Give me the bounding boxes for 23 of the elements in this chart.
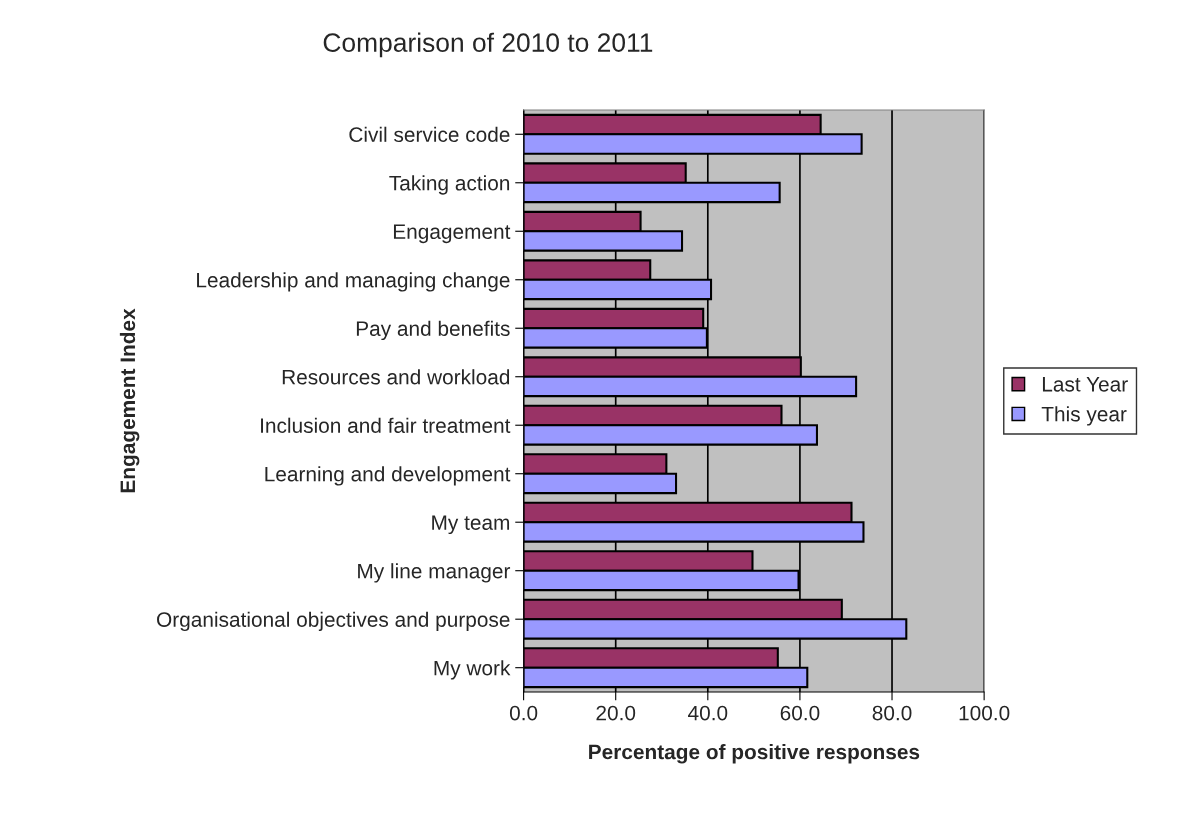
chart-title: Comparison of 2010 to 2011 bbox=[323, 32, 653, 58]
legend-label: Last Year bbox=[1042, 377, 1128, 392]
y-tick-label: My work bbox=[434, 660, 511, 680]
x-tick-label: 60.0 bbox=[780, 705, 820, 721]
x-tick-label: 20.0 bbox=[596, 705, 636, 721]
y-tick-label: My line manager bbox=[358, 563, 511, 583]
y-tick-label: Learning and development bbox=[265, 466, 511, 486]
y-tick-label: Pay and benefits bbox=[356, 320, 510, 341]
x-tick-label: 100.0 bbox=[959, 705, 1010, 721]
y-tick-label: Organisational objectives and purpose bbox=[157, 611, 510, 632]
legend-label: This year bbox=[1041, 406, 1127, 426]
y-tick-label: My team bbox=[432, 515, 510, 535]
y-tick-label: Inclusion and fair treatment bbox=[261, 417, 511, 433]
y-tick-label: Resources and workload bbox=[282, 369, 510, 385]
x-axis-title: Percentage of positive responses bbox=[589, 743, 920, 764]
y-axis-title: Engagement Index bbox=[119, 308, 140, 493]
y-tick-label: Taking action bbox=[389, 175, 510, 195]
x-tick-label: 40.0 bbox=[688, 705, 728, 721]
x-tick-label: 80.0 bbox=[872, 705, 912, 721]
y-tick-label: Engagement bbox=[393, 224, 511, 244]
y-tick-label: Civil service code bbox=[349, 126, 510, 143]
y-tick-label: Leadership and managing change bbox=[197, 272, 510, 292]
x-tick-label: 0.0 bbox=[509, 705, 538, 721]
